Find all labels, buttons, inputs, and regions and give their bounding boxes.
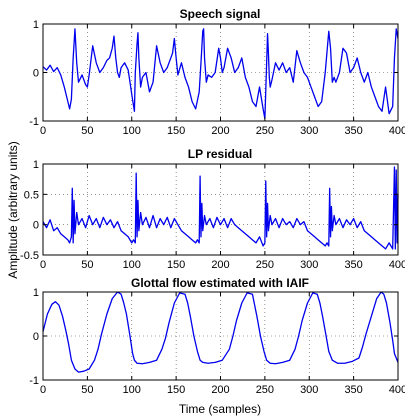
- speech-signal-xtick-label-4: 200: [211, 125, 229, 137]
- lp-residual-xtick-label-8: 400: [389, 259, 405, 271]
- lp-residual-xtick-label-0: 0: [40, 259, 46, 271]
- speech-signal-ytick-label-2: 1: [33, 19, 39, 31]
- speech-signal-xtick-label-2: 100: [123, 125, 141, 137]
- lp-residual-xtick-label-5: 250: [256, 259, 274, 271]
- speech-signal-xtick-label-7: 350: [344, 125, 362, 137]
- glottal-flow-xtick-label-0: 0: [40, 384, 46, 396]
- lp-residual-panel: LP residual 0 50 100 150 200 250 300 350 400 -0.5…: [20, 147, 405, 271]
- glottal-flow-xtick-label-6: 300: [300, 384, 318, 396]
- speech-signal-panel: Speech signal 0 50 100 150 200 250 300 350 400 -1…: [29, 7, 405, 137]
- lp-residual-ytick-label-3: 1: [33, 159, 39, 171]
- glottal-flow-xtick-label-1: 50: [81, 384, 93, 396]
- speech-signal-xtick-label-3: 150: [167, 125, 185, 137]
- glottal-flow-xtick-label-7: 350: [344, 384, 362, 396]
- lp-residual-xtick-label-1: 50: [81, 259, 93, 271]
- speech-signal-series-line-0: [42, 28, 399, 120]
- lp-residual-ytick-label-2: 0.5: [24, 189, 39, 201]
- glottal-flow-xtick-label-8: 400: [389, 384, 405, 396]
- lp-residual-ytick-label-0: -0.5: [20, 250, 39, 262]
- glottal-flow-panel: Glottal flow estimated with IAIF 0 50 100 1…: [29, 276, 405, 396]
- speech-signal-xtick-label-8: 400: [389, 125, 405, 137]
- lp-residual-xtick-label-3: 150: [167, 259, 185, 271]
- speech-signal-xtick-label-1: 50: [81, 125, 93, 137]
- lp-residual-ytick-label-1: 0: [33, 220, 39, 232]
- speech-signal-xtick-label-0: 0: [40, 125, 46, 137]
- glottal-flow-series-line-0: [42, 291, 399, 373]
- glottal-flow-ytick-label-1: 0: [33, 331, 39, 343]
- lp-residual-xtick-label-2: 100: [123, 259, 141, 271]
- speech-signal-xtick-label-5: 250: [256, 125, 274, 137]
- glottal-flow-ytick-label-0: -1: [29, 375, 39, 387]
- lp-residual-xtick-label-7: 350: [344, 259, 362, 271]
- speech-signal-title: Speech signal: [180, 7, 261, 21]
- lp-residual-xtick-label-4: 200: [211, 259, 229, 271]
- speech-signal-ytick-label-0: -1: [29, 116, 39, 128]
- lp-residual-title: LP residual: [188, 147, 252, 161]
- glottal-flow-ytick-label-2: 1: [33, 287, 39, 299]
- glottal-flow-xtick-label-4: 200: [211, 384, 229, 396]
- speech-signal-ytick-label-1: 0: [33, 68, 39, 80]
- lp-residual-xtick-label-6: 300: [300, 259, 318, 271]
- x-axis-label: Time (samples): [179, 402, 261, 416]
- y-axis-label: Amplitude (arbitrary units): [6, 141, 20, 278]
- glottal-flow-xtick-label-5: 250: [256, 384, 274, 396]
- speech-signal-xtick-label-6: 300: [300, 125, 318, 137]
- glottal-flow-xtick-label-2: 100: [123, 384, 141, 396]
- lp-residual-series-line-0: [42, 166, 399, 250]
- glottal-flow-title: Glottal flow estimated with IAIF: [131, 276, 309, 290]
- glottal-flow-xtick-label-3: 150: [167, 384, 185, 396]
- lp-residual-axes-frame: [42, 163, 399, 256]
